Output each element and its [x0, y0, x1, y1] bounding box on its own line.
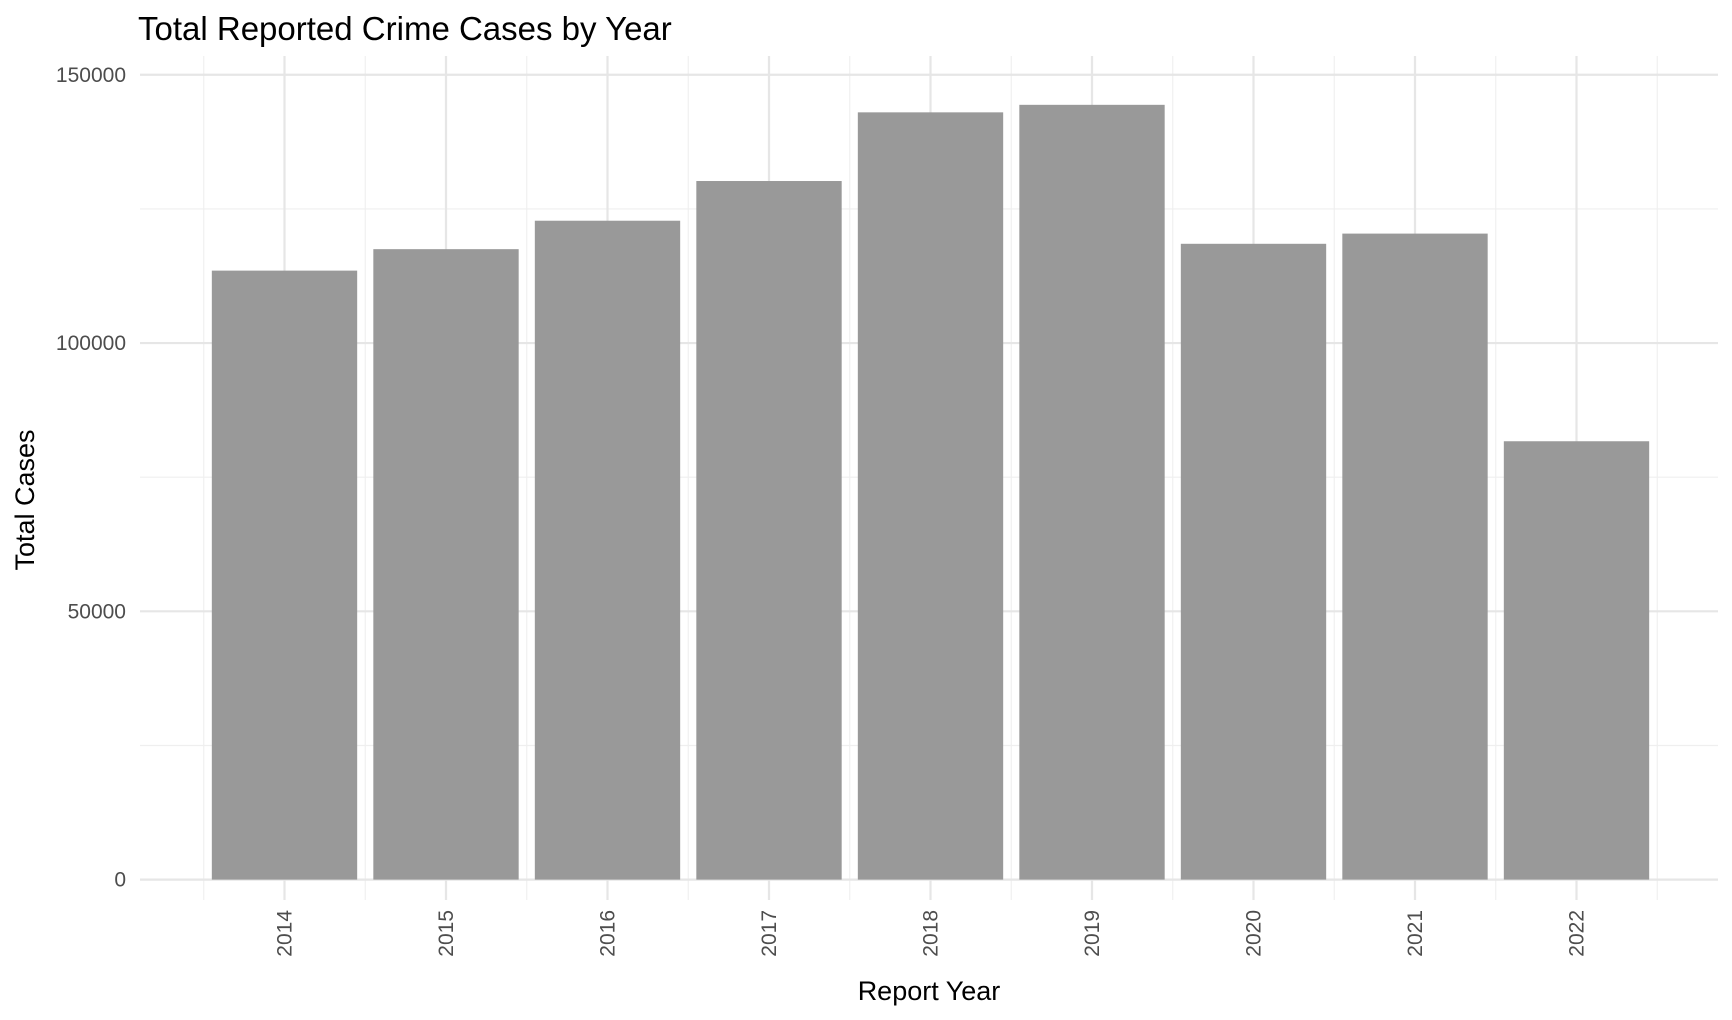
y-axis-title: Total Cases [10, 429, 40, 570]
x-tick-label: 2018 [920, 910, 943, 957]
x-tick-label: 2014 [274, 910, 297, 957]
bars [211, 104, 1650, 880]
bar-2021 [1342, 233, 1488, 880]
y-tick-label: 150000 [56, 64, 126, 87]
x-tick-label: 2015 [435, 910, 458, 957]
y-tick-label: 100000 [56, 332, 126, 355]
x-tick-label: 2016 [597, 910, 620, 957]
bar-2022 [1503, 441, 1650, 880]
x-axis-ticks: 2014 2015 2016 2017 2018 2019 2020 2021 2022 [274, 910, 1589, 957]
x-tick-label: 2017 [758, 910, 781, 957]
x-axis-title: Report Year [858, 976, 1001, 1006]
x-tick-label: 2022 [1566, 910, 1589, 957]
y-tick-label: 50000 [68, 600, 126, 623]
bar-2019 [1019, 104, 1165, 880]
x-tick-label: 2020 [1243, 910, 1266, 957]
bar-2017 [696, 181, 842, 880]
x-tick-label: 2021 [1404, 910, 1427, 957]
x-tick-label: 2019 [1081, 910, 1104, 957]
y-tick-label: 0 [114, 869, 126, 892]
bar-2018 [857, 112, 1004, 880]
bar-2015 [373, 249, 519, 880]
bar-2020 [1180, 243, 1327, 880]
y-axis-ticks: 0 50000 100000 150000 [56, 64, 126, 892]
bar-2014 [211, 270, 358, 880]
bar-2016 [534, 220, 681, 880]
chart-title: Total Reported Crime Cases by Year [138, 10, 672, 47]
